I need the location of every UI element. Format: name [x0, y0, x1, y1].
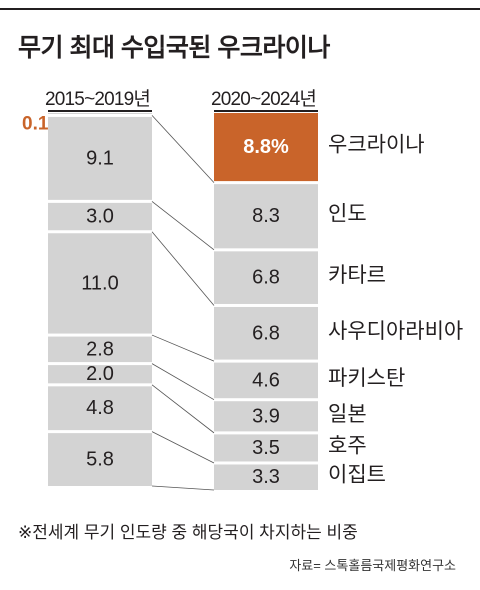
value-label-2015-2019: 9.1: [86, 147, 114, 169]
value-label-2015-2019: 5.8: [86, 449, 114, 471]
connector-line: [151, 363, 215, 401]
category-label: 이집트: [328, 464, 386, 487]
value-label-2020-2024: 6.8: [252, 267, 280, 289]
connector-line: [151, 231, 215, 306]
bar-segment-2015-2019: [48, 386, 152, 431]
value-label-2015-2019: 4.8: [86, 397, 114, 419]
bar-segment-2015-2019: [48, 116, 152, 200]
value-label-2015-2019: 0.1: [22, 114, 49, 135]
bar-segment-2020-2024: [214, 113, 318, 182]
bar-segment-2020-2024: [214, 251, 318, 304]
bar-segment-2020-2024: [214, 306, 318, 360]
value-label-2015-2019: 2.8: [86, 338, 114, 360]
connector-line: [151, 384, 215, 434]
bar-segment-2020-2024: [214, 184, 318, 249]
value-label-2020-2024: 6.8: [252, 322, 280, 344]
value-label-2015-2019: 3.0: [86, 206, 114, 228]
connector-line: [151, 115, 215, 183]
column-header-2015-2019: 2015~2019년: [45, 89, 151, 110]
bar-segment-2020-2024: [214, 464, 318, 490]
value-label-2020-2024: 8.8%: [243, 136, 289, 158]
category-label: 일본: [328, 403, 367, 426]
category-label: 우크라이나: [328, 134, 425, 157]
category-label: 호주: [328, 434, 367, 457]
bar-segment-2015-2019: [48, 365, 152, 384]
bar-segment-2015-2019: [48, 233, 152, 334]
bar-segment-2015-2019: [48, 433, 152, 486]
value-label-2020-2024: 4.6: [252, 369, 280, 391]
column-rule-right: [214, 110, 318, 112]
top-rule: [0, 8, 480, 10]
value-label-2015-2019: 11.0: [81, 272, 118, 294]
chart-note: ※전세계 무기 인도량 중 해당국이 차지하는 비중: [18, 523, 358, 542]
connector-line: [151, 485, 215, 491]
value-label-2020-2024: 8.3: [252, 205, 280, 227]
connector-line: [151, 431, 215, 464]
bar-segment-2020-2024: [214, 434, 318, 462]
connector-line: [151, 201, 215, 251]
column-header-2020-2024: 2020~2024년: [211, 89, 317, 110]
category-label: 파키스탄: [328, 367, 405, 390]
bar-segment-2015-2019: [48, 202, 152, 231]
bar-segment-2015-2019: [48, 113, 152, 114]
value-label-2020-2024: 3.9: [252, 405, 280, 427]
connector-line: [151, 334, 215, 362]
value-label-2015-2019: 2.0: [86, 363, 114, 385]
bar-segment-2020-2024: [214, 362, 318, 399]
bar-segment-2015-2019: [48, 336, 152, 363]
chart-title: 무기 최대 수입국된 우크라이나: [18, 34, 330, 62]
value-label-2020-2024: 3.3: [252, 466, 280, 488]
category-label: 카타르: [328, 264, 386, 287]
bar-segment-2020-2024: [214, 401, 318, 432]
category-label: 인도: [328, 203, 367, 226]
source-credit: 자료= 스톡홀름국제평화연구소: [289, 558, 456, 573]
category-label: 사우디아라비아: [328, 320, 463, 343]
column-rule-left: [48, 110, 152, 112]
value-label-2020-2024: 3.5: [252, 437, 280, 459]
